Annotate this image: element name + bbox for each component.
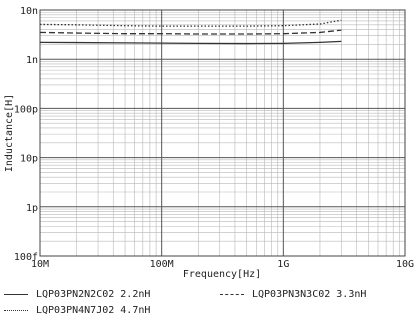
y-tick-label: 10p bbox=[20, 154, 38, 165]
x-tick-label: 1G bbox=[277, 259, 289, 270]
y-tick-label: 100p bbox=[14, 104, 38, 115]
legend-item-2: LQP03PN3N3C02 3.3nH bbox=[220, 289, 366, 300]
y-tick-label: 100f bbox=[14, 252, 38, 263]
y-axis-label: Inductance[H] bbox=[4, 94, 15, 172]
plot-frame bbox=[39, 9, 406, 257]
legend-swatch-solid bbox=[4, 294, 28, 295]
series-layer bbox=[39, 19, 342, 45]
legend-swatch-dotted bbox=[4, 310, 28, 311]
series-line-3 bbox=[39, 19, 342, 27]
y-tick-labels: 10n 1n 100p 10p 1p 100f bbox=[14, 6, 38, 263]
y-tick-label: 1p bbox=[26, 203, 38, 214]
legend: LQP03PN2N2C02 2.2nH LQP03PN3N3C02 3.3nH … bbox=[0, 283, 415, 320]
x-tick-label: 100M bbox=[150, 259, 174, 270]
x-axis-label: Frequency[Hz] bbox=[183, 269, 261, 280]
legend-label: LQP03PN4N7J02 4.7nH bbox=[36, 305, 151, 316]
series-line-1 bbox=[39, 40, 342, 45]
grid-minor bbox=[40, 10, 405, 256]
inductance-chart: 10M 100M 1G 10G 10n 1n 100p 10p 1p 100f Frequenc… bbox=[4, 6, 414, 280]
legend-item-1: LQP03PN2N2C02 2.2nH bbox=[4, 289, 150, 300]
legend-label: LQP03PN3N3C02 3.3nH bbox=[252, 289, 367, 300]
x-tick-label: 10M bbox=[31, 259, 49, 270]
plot-background bbox=[40, 10, 405, 256]
legend-label: LQP03PN2N2C02 2.2nH bbox=[36, 289, 151, 300]
y-tick-label: 10n bbox=[20, 6, 38, 17]
series-line-2 bbox=[39, 29, 342, 35]
y-tick-label: 1n bbox=[26, 55, 38, 66]
x-tick-label: 10G bbox=[396, 259, 414, 270]
x-tick-labels: 10M 100M 1G 10G bbox=[31, 259, 414, 270]
legend-item-3: LQP03PN4N7J02 4.7nH bbox=[4, 305, 150, 316]
legend-swatch-dashed bbox=[220, 294, 244, 295]
